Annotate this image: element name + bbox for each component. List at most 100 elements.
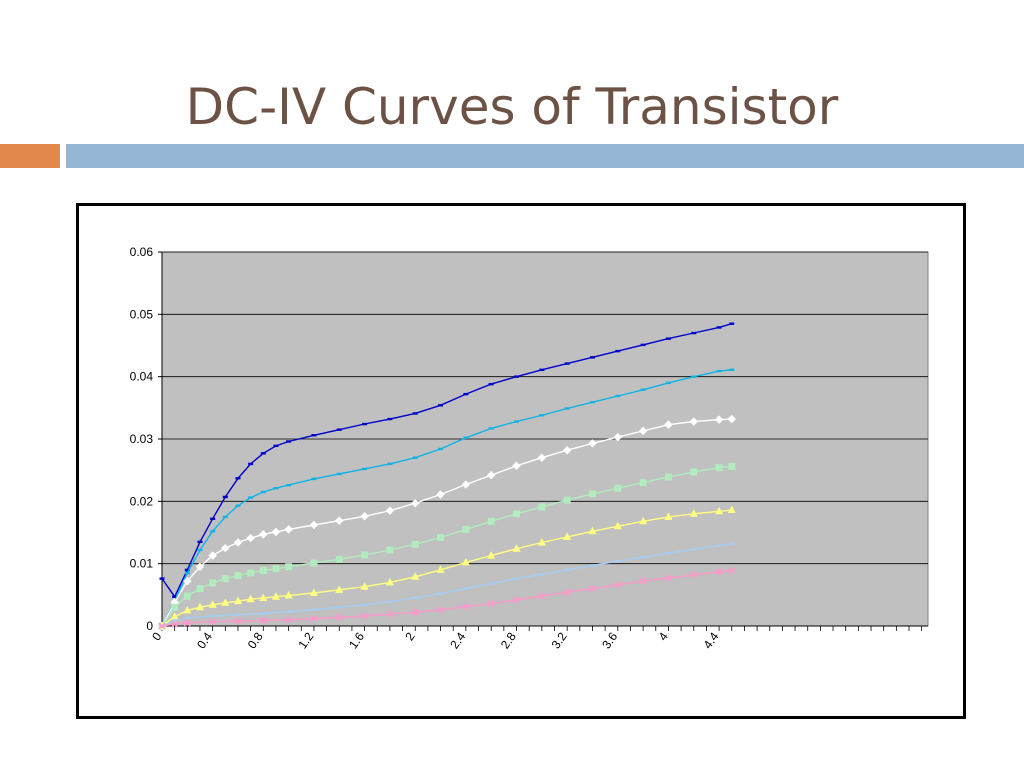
series-3-point <box>638 426 648 436</box>
y-tick-label: 0.04 <box>130 370 154 384</box>
series-1-point <box>362 422 368 426</box>
series-1-point <box>248 462 254 466</box>
series-3-point <box>562 445 572 455</box>
series-4-point <box>437 533 445 541</box>
series-4-point <box>272 565 280 573</box>
series-1-point <box>514 375 520 378</box>
x-tick-label: 3.2 <box>549 629 570 651</box>
series-7-point <box>259 616 267 624</box>
series-6-point <box>589 564 595 567</box>
series-5-point <box>487 551 496 559</box>
series-4-point <box>247 569 255 577</box>
series-5-point <box>588 526 597 535</box>
title-accent-orange-bar <box>0 144 60 168</box>
series-1-point <box>412 412 418 415</box>
series-3-point <box>258 530 268 539</box>
series-5-point <box>639 516 648 525</box>
series-7-point <box>285 616 293 624</box>
series-5-point <box>233 596 242 605</box>
slide-title: DC-IV Curves of Transistor <box>185 78 839 136</box>
series-7-point <box>512 596 521 604</box>
series-7-point <box>563 588 571 596</box>
series-4-point <box>285 563 293 571</box>
series-7-point <box>411 608 419 616</box>
x-tick-label: 3.6 <box>599 629 620 651</box>
series-2-point <box>362 467 368 471</box>
series-3-point <box>461 480 471 489</box>
series-5-point <box>512 544 521 552</box>
series-3-point <box>664 420 673 430</box>
series-2-point <box>514 420 520 423</box>
series-7-point <box>728 566 736 575</box>
series-3-point <box>588 439 597 448</box>
series-1-point <box>210 517 216 520</box>
series-2-point <box>615 394 621 398</box>
series-1-point <box>438 404 444 407</box>
series-7-point <box>690 571 698 579</box>
series-6-point <box>412 596 418 600</box>
series-6-point <box>691 548 697 551</box>
series-3-point <box>309 520 319 530</box>
series-7-point <box>158 622 166 630</box>
series-1-point <box>273 444 279 448</box>
series-1-point <box>336 428 342 431</box>
series-7-point <box>386 610 394 618</box>
series-1-point <box>716 326 722 329</box>
series-1-point <box>387 417 393 421</box>
series-4-point <box>361 551 369 559</box>
series-7-point <box>487 599 495 608</box>
series-3-point <box>537 453 547 463</box>
series-7-point <box>462 603 470 611</box>
series-5-point <box>461 557 470 566</box>
series-3-point <box>486 470 496 480</box>
series-4-point <box>487 517 495 525</box>
series-4-point <box>728 462 736 470</box>
series-5-point <box>208 600 217 608</box>
series-6-point <box>311 608 317 611</box>
series-2-point <box>222 515 228 519</box>
series-3-point <box>334 516 344 526</box>
series-7-point <box>335 613 343 621</box>
series-3-point <box>360 511 369 521</box>
series-1-point <box>463 392 469 396</box>
series-4-point <box>664 473 672 481</box>
series-5-point <box>613 521 622 530</box>
series-6-point <box>260 612 266 615</box>
x-tick-label: 2.4 <box>447 629 468 651</box>
series-4-point <box>196 585 204 593</box>
series-1-point <box>729 322 735 325</box>
series-6-point <box>362 603 368 607</box>
y-tick-label: 0.06 <box>130 245 154 259</box>
series-2-point <box>589 401 595 404</box>
series-2-point <box>488 427 494 430</box>
series-4-point <box>234 572 242 580</box>
series-6-point <box>640 556 646 559</box>
series-7-point <box>234 617 242 625</box>
series-3-point <box>512 461 521 471</box>
series-6-point <box>463 587 469 590</box>
series-2-point <box>640 388 646 391</box>
series-5-point <box>195 602 204 611</box>
series-3-point <box>436 490 445 499</box>
series-3-point <box>727 414 737 424</box>
series-6-point <box>729 542 735 545</box>
series-2-point <box>387 462 393 466</box>
series-3-point <box>284 525 293 534</box>
series-2-point <box>665 381 671 385</box>
x-tick-label: 2.8 <box>498 629 519 651</box>
series-3-point <box>714 415 724 425</box>
series-2-point <box>716 369 722 373</box>
series-2-point <box>463 436 469 439</box>
series-1-point <box>159 577 165 580</box>
y-tick-label: 0.05 <box>130 307 154 321</box>
series-5-point <box>309 588 318 596</box>
series-5-point <box>284 590 293 599</box>
series-6-point <box>172 619 178 622</box>
x-tick-label: 0.8 <box>245 629 266 651</box>
series-1-point <box>197 540 203 544</box>
series-4-point <box>411 540 419 548</box>
series-1-point <box>222 495 228 499</box>
y-tick-label: 0 <box>146 619 153 633</box>
series-2-point <box>691 375 697 378</box>
series-5-point <box>271 592 280 600</box>
